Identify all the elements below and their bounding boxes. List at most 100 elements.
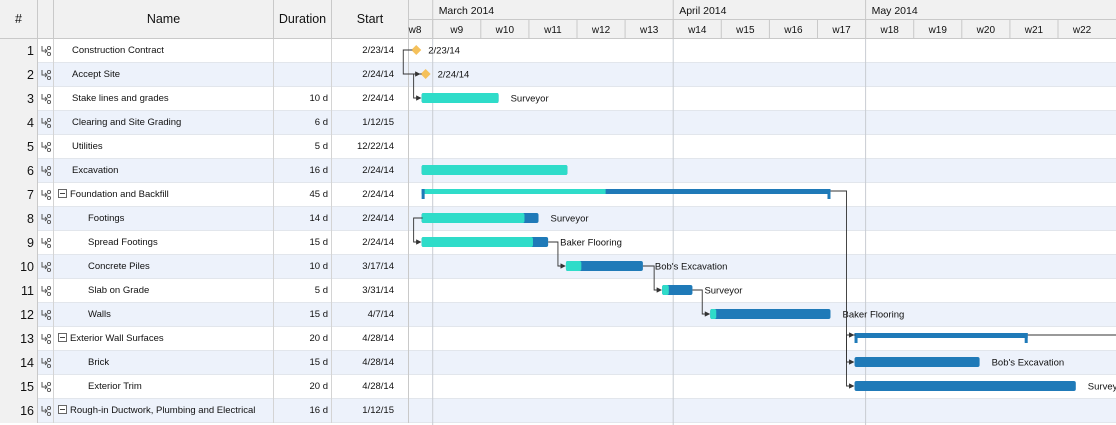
task-duration[interactable]: 15 d bbox=[274, 303, 332, 327]
milestone-marker[interactable] bbox=[420, 69, 431, 79]
task-bar[interactable] bbox=[854, 357, 980, 367]
row-number[interactable]: 16 bbox=[0, 399, 38, 423]
subtask-link-icon[interactable] bbox=[39, 44, 53, 58]
task-name-cell[interactable]: Clearing and Site Grading bbox=[54, 111, 274, 135]
table-row[interactable]: 16 Rough-in Ductwork, Plumbing and Electr… bbox=[0, 399, 1116, 423]
task-bar[interactable] bbox=[854, 381, 1076, 391]
column-header-duration[interactable]: Duration bbox=[274, 0, 332, 39]
subtask-link-icon[interactable] bbox=[39, 404, 53, 418]
task-name-cell[interactable]: Construction Contract bbox=[54, 39, 274, 63]
task-duration[interactable]: 15 d bbox=[274, 351, 332, 375]
week-label[interactable]: w9 bbox=[449, 25, 463, 36]
week-label[interactable]: w20 bbox=[976, 25, 996, 36]
row-number[interactable]: 10 bbox=[0, 255, 38, 279]
task-start[interactable]: 1/12/15 bbox=[332, 111, 409, 135]
task-duration[interactable]: 15 d bbox=[274, 231, 332, 255]
week-label[interactable]: w14 bbox=[687, 25, 707, 36]
subtask-link-icon[interactable] bbox=[39, 308, 53, 322]
task-duration[interactable]: 45 d bbox=[274, 183, 332, 207]
task-name-cell[interactable]: Walls bbox=[54, 303, 274, 327]
task-name-cell[interactable]: Rough-in Ductwork, Plumbing and Electric… bbox=[54, 399, 274, 423]
milestone-marker[interactable] bbox=[411, 45, 422, 55]
subtask-link-icon[interactable] bbox=[39, 260, 53, 274]
task-start[interactable]: 2/24/14 bbox=[332, 63, 409, 87]
week-label[interactable]: w10 bbox=[495, 25, 515, 36]
task-duration[interactable]: 20 d bbox=[274, 375, 332, 399]
table-row[interactable]: 1 Construction Contract 2/23/14 bbox=[0, 39, 1116, 63]
table-row[interactable]: 4 Clearing and Site Grading 6 d 1/12/15 bbox=[0, 111, 1116, 135]
week-label[interactable]: w13 bbox=[639, 25, 659, 36]
collapse-toggle-icon[interactable] bbox=[58, 405, 67, 414]
task-name-cell[interactable]: Slab on Grade bbox=[54, 279, 274, 303]
task-duration[interactable]: 10 d bbox=[274, 255, 332, 279]
row-number[interactable]: 5 bbox=[0, 135, 38, 159]
table-row[interactable]: 7 Foundation and Backfill 45 d 2/24/14 bbox=[0, 183, 1116, 207]
table-row[interactable]: 5 Utilities 5 d 12/22/14 bbox=[0, 135, 1116, 159]
row-number[interactable]: 6 bbox=[0, 159, 38, 183]
summary-bar[interactable] bbox=[421, 189, 831, 194]
week-label[interactable]: w16 bbox=[783, 25, 803, 36]
task-start[interactable]: 4/7/14 bbox=[332, 303, 409, 327]
week-label[interactable]: w21 bbox=[1024, 25, 1044, 36]
table-row[interactable]: 15 Exterior Trim 20 d 4/28/14 bbox=[0, 375, 1116, 399]
task-start[interactable]: 4/28/14 bbox=[332, 351, 409, 375]
task-duration[interactable]: 10 d bbox=[274, 87, 332, 111]
task-start[interactable]: 3/31/14 bbox=[332, 279, 409, 303]
task-bar[interactable] bbox=[662, 285, 693, 295]
table-row[interactable]: 13 Exterior Wall Surfaces 20 d 4/28/14 bbox=[0, 327, 1116, 351]
row-number[interactable]: 13 bbox=[0, 327, 38, 351]
column-header-start[interactable]: Start bbox=[332, 0, 409, 39]
table-row[interactable]: 12 Walls 15 d 4/7/14 bbox=[0, 303, 1116, 327]
task-start[interactable]: 2/24/14 bbox=[332, 159, 409, 183]
task-name-cell[interactable]: Foundation and Backfill bbox=[54, 183, 274, 207]
row-number[interactable]: 4 bbox=[0, 111, 38, 135]
task-name-cell[interactable]: Excavation bbox=[54, 159, 274, 183]
collapse-toggle-icon[interactable] bbox=[58, 189, 67, 198]
subtask-link-icon[interactable] bbox=[39, 140, 53, 154]
task-start[interactable]: 4/28/14 bbox=[332, 327, 409, 351]
task-name-cell[interactable]: Stake lines and grades bbox=[54, 87, 274, 111]
task-name-cell[interactable]: Concrete Piles bbox=[54, 255, 274, 279]
subtask-link-icon[interactable] bbox=[39, 164, 53, 178]
task-name-cell[interactable]: Brick bbox=[54, 351, 274, 375]
collapse-toggle-icon[interactable] bbox=[58, 333, 67, 342]
subtask-link-icon[interactable] bbox=[39, 236, 53, 250]
task-start[interactable]: 2/23/14 bbox=[332, 39, 409, 63]
row-number[interactable]: 1 bbox=[0, 39, 38, 63]
column-header-number[interactable]: # bbox=[0, 0, 38, 39]
row-number[interactable]: 2 bbox=[0, 63, 38, 87]
task-duration[interactable]: 16 d bbox=[274, 159, 332, 183]
table-row[interactable]: 3 Stake lines and grades 10 d 2/24/14 bbox=[0, 87, 1116, 111]
task-start[interactable]: 4/28/14 bbox=[332, 375, 409, 399]
task-bar[interactable] bbox=[565, 261, 643, 271]
task-start[interactable]: 2/24/14 bbox=[332, 231, 409, 255]
task-duration[interactable] bbox=[274, 63, 332, 87]
week-label[interactable]: w11 bbox=[543, 25, 562, 36]
task-name-cell[interactable]: Exterior Wall Surfaces bbox=[54, 327, 274, 351]
column-header-name[interactable]: Name bbox=[54, 0, 274, 39]
task-bar[interactable] bbox=[710, 309, 831, 319]
summary-bar[interactable] bbox=[854, 333, 1028, 338]
subtask-link-icon[interactable] bbox=[39, 212, 53, 226]
table-row[interactable]: 8 Footings 14 d 2/24/14 bbox=[0, 207, 1116, 231]
table-row[interactable]: 2 Accept Site 2/24/14 bbox=[0, 63, 1116, 87]
week-label[interactable]: w17 bbox=[831, 25, 851, 36]
subtask-link-icon[interactable] bbox=[39, 92, 53, 106]
week-label[interactable]: w8 bbox=[408, 25, 422, 36]
row-number[interactable]: 9 bbox=[0, 231, 38, 255]
row-number[interactable]: 15 bbox=[0, 375, 38, 399]
subtask-link-icon[interactable] bbox=[39, 284, 53, 298]
row-number[interactable]: 3 bbox=[0, 87, 38, 111]
task-duration[interactable]: 20 d bbox=[274, 327, 332, 351]
row-number[interactable]: 14 bbox=[0, 351, 38, 375]
task-name-cell[interactable]: Exterior Trim bbox=[54, 375, 274, 399]
week-label[interactable]: w12 bbox=[591, 25, 611, 36]
task-start[interactable]: 2/24/14 bbox=[332, 207, 409, 231]
subtask-link-icon[interactable] bbox=[39, 116, 53, 130]
subtask-link-icon[interactable] bbox=[39, 356, 53, 370]
task-duration[interactable]: 6 d bbox=[274, 111, 332, 135]
task-start[interactable]: 2/24/14 bbox=[332, 87, 409, 111]
task-duration[interactable]: 5 d bbox=[274, 279, 332, 303]
week-label[interactable]: w15 bbox=[735, 25, 755, 36]
task-name-cell[interactable]: Utilities bbox=[54, 135, 274, 159]
